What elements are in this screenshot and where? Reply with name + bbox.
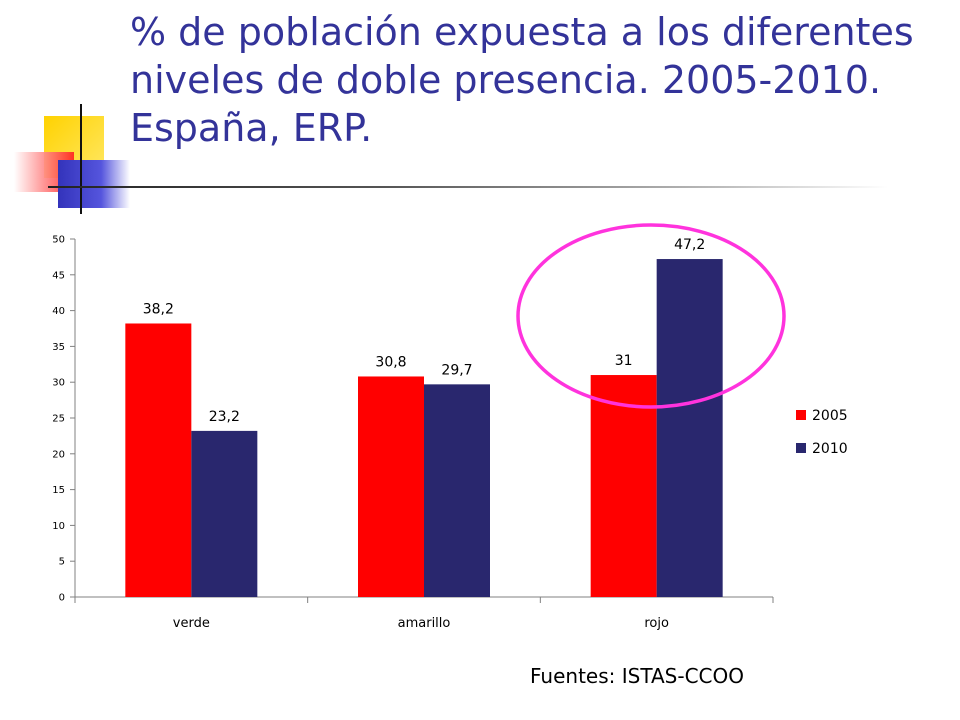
bar-2010-rojo [656,259,723,597]
x-tick-label: amarillo [398,616,451,631]
y-tick-label: 30 [52,378,65,389]
y-tick-label: 20 [52,449,65,460]
source-note: Fuentes: ISTAS-CCOO [530,664,744,688]
y-tick-label: 0 [59,593,65,604]
slide-title: % de población expuesta a los diferentes… [130,10,914,150]
y-tick-label: 35 [52,342,65,353]
y-tick-label: 5 [59,557,65,568]
legend-swatch-2005 [796,410,806,420]
title-underline [48,186,888,188]
y-tick-label: 45 [52,270,65,281]
bar-2010-verde [191,430,258,597]
data-label: 38,2 [143,301,174,317]
legend-label: 2010 [812,441,848,457]
y-tick-label: 40 [52,306,65,317]
decor-blue-square [58,160,130,208]
data-label: 29,7 [441,362,472,378]
bar-2005-verde [125,323,192,597]
data-label: 30,8 [375,354,406,370]
y-tick-label: 15 [52,485,65,496]
decor-vertical-line [80,104,82,214]
legend-swatch-2010 [796,443,806,453]
data-label: 23,2 [209,409,240,425]
data-label: 31 [615,353,633,369]
y-tick-label: 25 [52,414,65,425]
legend-label: 2005 [812,408,848,424]
y-tick-label: 50 [52,235,65,246]
y-tick-label: 10 [52,521,65,532]
bar-2005-rojo [590,375,657,597]
x-tick-label: verde [173,616,210,631]
highlight-ellipse [516,223,786,409]
x-tick-label: rojo [644,616,669,631]
bar-2005-amarillo [358,376,424,597]
data-label: 47,2 [674,237,705,253]
bar-2010-amarillo [424,384,490,597]
